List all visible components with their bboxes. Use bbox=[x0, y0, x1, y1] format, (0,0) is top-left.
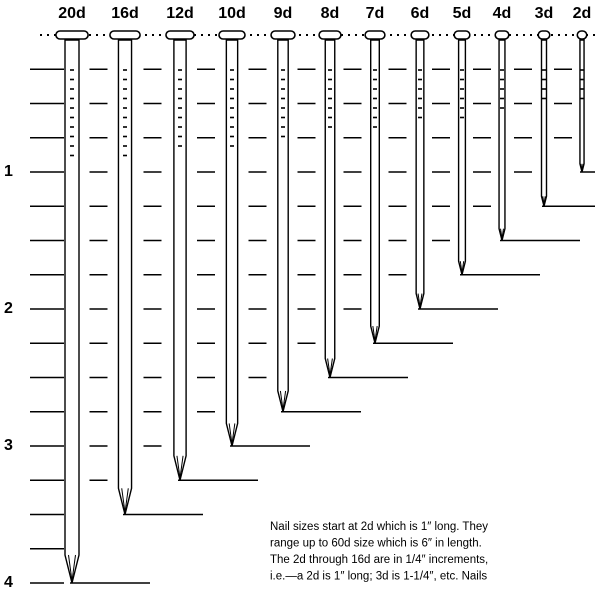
nail bbox=[457, 39, 467, 275]
nail-label[interactable]: 8d bbox=[321, 5, 340, 22]
nail-label[interactable]: 20d bbox=[58, 5, 86, 22]
nail-label[interactable]: 16d bbox=[111, 5, 139, 22]
nail-label[interactable]: 4d bbox=[493, 5, 512, 22]
nail-point bbox=[68, 554, 76, 582]
nail-head bbox=[218, 30, 246, 40]
nail bbox=[324, 39, 336, 378]
nail-head bbox=[318, 30, 342, 40]
nail-head bbox=[165, 30, 195, 40]
nail-head bbox=[55, 30, 89, 40]
nail-point bbox=[372, 325, 378, 342]
nail-point bbox=[580, 163, 584, 171]
nail-head bbox=[576, 30, 588, 40]
nail-point bbox=[542, 196, 546, 205]
nail-point bbox=[327, 358, 333, 376]
nail bbox=[579, 39, 585, 173]
nail bbox=[225, 39, 239, 447]
nail-point bbox=[121, 488, 129, 513]
nail bbox=[370, 39, 380, 344]
nail bbox=[540, 39, 548, 207]
nail-label[interactable]: 3d bbox=[535, 5, 554, 22]
nail bbox=[64, 39, 80, 584]
scale-label: 3 bbox=[4, 437, 13, 454]
nail-point bbox=[459, 261, 465, 273]
nail-point bbox=[417, 293, 423, 308]
nail-head bbox=[109, 30, 141, 40]
nail bbox=[277, 39, 289, 412]
nail-point bbox=[228, 423, 236, 445]
nail-label[interactable]: 6d bbox=[411, 5, 430, 22]
nail-head bbox=[364, 30, 386, 40]
nail-label[interactable]: 2d bbox=[573, 5, 592, 22]
nail bbox=[498, 39, 506, 241]
nail-label[interactable]: 7d bbox=[366, 5, 385, 22]
nail-label[interactable]: 5d bbox=[453, 5, 472, 22]
note-line: Nail sizes start at 2d which is 1″ long.… bbox=[270, 521, 488, 533]
nail-point bbox=[279, 390, 287, 410]
note-line: The 2d through 16d are in 1/4″ increment… bbox=[270, 554, 488, 566]
scale-label: 2 bbox=[4, 300, 13, 317]
nail-head bbox=[270, 30, 296, 40]
nail bbox=[173, 39, 187, 481]
nail-head bbox=[494, 30, 510, 40]
scale-label: 4 bbox=[4, 574, 13, 591]
nail-label[interactable]: 12d bbox=[166, 5, 194, 22]
scale-label: 1 bbox=[4, 163, 13, 180]
note-line: i.e.—a 2d is 1″ long; 3d is 1-1/4″, etc.… bbox=[270, 571, 487, 583]
nail-head bbox=[537, 30, 551, 40]
nail-label[interactable]: 10d bbox=[218, 5, 246, 22]
nail-label[interactable]: 9d bbox=[274, 5, 293, 22]
nail-point bbox=[500, 228, 504, 239]
nail-head bbox=[453, 30, 471, 40]
nail bbox=[117, 39, 133, 515]
note-line: range up to 60d size which is 6″ in leng… bbox=[270, 538, 482, 550]
nail bbox=[415, 39, 425, 310]
nail-head bbox=[410, 30, 430, 40]
nail-point bbox=[176, 455, 184, 479]
